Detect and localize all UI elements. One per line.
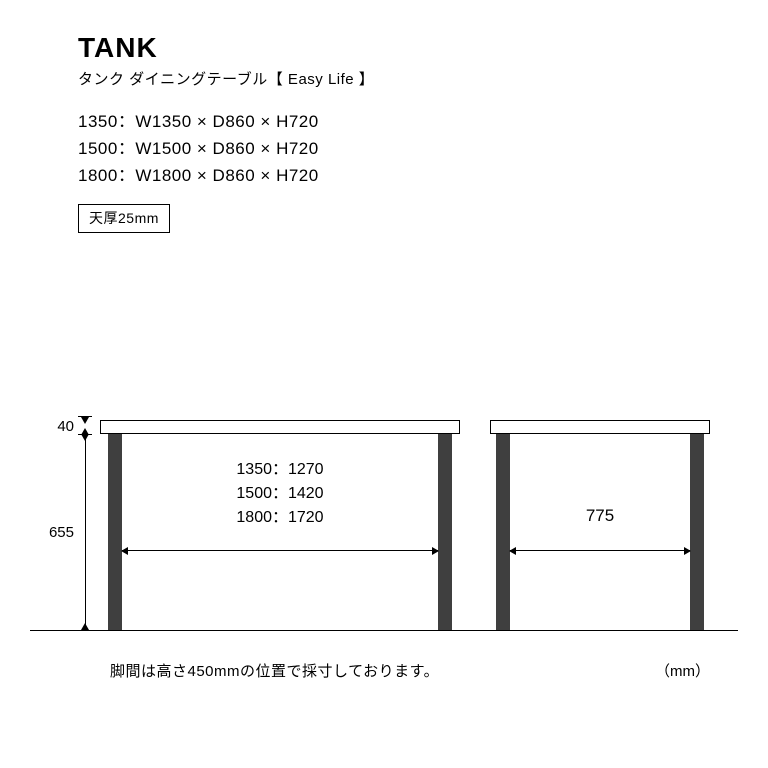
- header-block: TANK タンク ダイニングテーブル【 Easy Life 】: [78, 32, 374, 89]
- side-elevation: 775: [490, 420, 710, 630]
- product-subtitle: タンク ダイニングテーブル【 Easy Life 】: [78, 68, 374, 89]
- size-line: 1350：W1350 × D860 × H720: [78, 108, 319, 135]
- side-inner-dim: 775: [490, 506, 710, 526]
- dimension-diagram: 40 655 1350：1270 1500：1420 1800：1720 77: [0, 420, 768, 680]
- side-span-line: [510, 550, 690, 551]
- footnote: 脚間は高さ450mmの位置で採寸しております。: [110, 660, 439, 681]
- front-span-line: [122, 550, 438, 551]
- size-variants: 1350：W1350 × D860 × H720 1500：W1500 × D8…: [78, 108, 319, 190]
- dim-leg-height: 655: [40, 524, 74, 541]
- front-elevation: 1350：1270 1500：1420 1800：1720: [100, 420, 460, 630]
- front-inner-dim: 1350：1270: [100, 458, 460, 482]
- front-inner-dims: 1350：1270 1500：1420 1800：1720: [100, 458, 460, 530]
- thickness-badge: 天厚25mm: [78, 204, 170, 233]
- product-title: TANK: [78, 32, 374, 64]
- front-inner-dim: 1800：1720: [100, 506, 460, 530]
- front-inner-dim: 1500：1420: [100, 482, 460, 506]
- size-line: 1500：W1500 × D860 × H720: [78, 135, 319, 162]
- floor-line: [30, 630, 738, 631]
- unit-label: （mm）: [655, 660, 710, 681]
- size-line: 1800：W1800 × D860 × H720: [78, 162, 319, 189]
- dim-top-gap: 40: [40, 418, 74, 435]
